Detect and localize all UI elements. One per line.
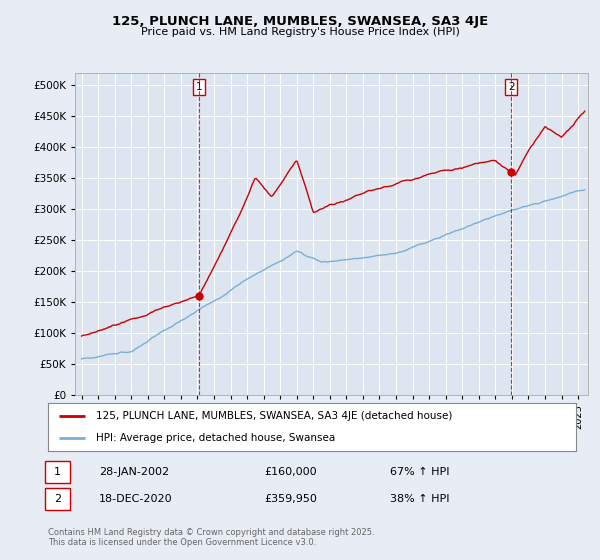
Text: This data is licensed under the Open Government Licence v3.0.: This data is licensed under the Open Gov… <box>48 538 316 547</box>
Text: 2: 2 <box>508 82 515 92</box>
Text: HPI: Average price, detached house, Swansea: HPI: Average price, detached house, Swan… <box>95 433 335 443</box>
Text: 125, PLUNCH LANE, MUMBLES, SWANSEA, SA3 4JE (detached house): 125, PLUNCH LANE, MUMBLES, SWANSEA, SA3 … <box>95 411 452 421</box>
Text: 2: 2 <box>54 494 61 504</box>
Text: 67% ↑ HPI: 67% ↑ HPI <box>390 467 449 477</box>
Text: Contains HM Land Registry data © Crown copyright and database right 2025.: Contains HM Land Registry data © Crown c… <box>48 528 374 536</box>
Text: £359,950: £359,950 <box>264 494 317 504</box>
Text: 1: 1 <box>196 82 202 92</box>
Text: 38% ↑ HPI: 38% ↑ HPI <box>390 494 449 504</box>
Text: 18-DEC-2020: 18-DEC-2020 <box>99 494 173 504</box>
Text: £160,000: £160,000 <box>264 467 317 477</box>
Text: 125, PLUNCH LANE, MUMBLES, SWANSEA, SA3 4JE: 125, PLUNCH LANE, MUMBLES, SWANSEA, SA3 … <box>112 15 488 28</box>
Text: 1: 1 <box>54 467 61 477</box>
Text: 28-JAN-2002: 28-JAN-2002 <box>99 467 169 477</box>
Text: Price paid vs. HM Land Registry's House Price Index (HPI): Price paid vs. HM Land Registry's House … <box>140 27 460 37</box>
